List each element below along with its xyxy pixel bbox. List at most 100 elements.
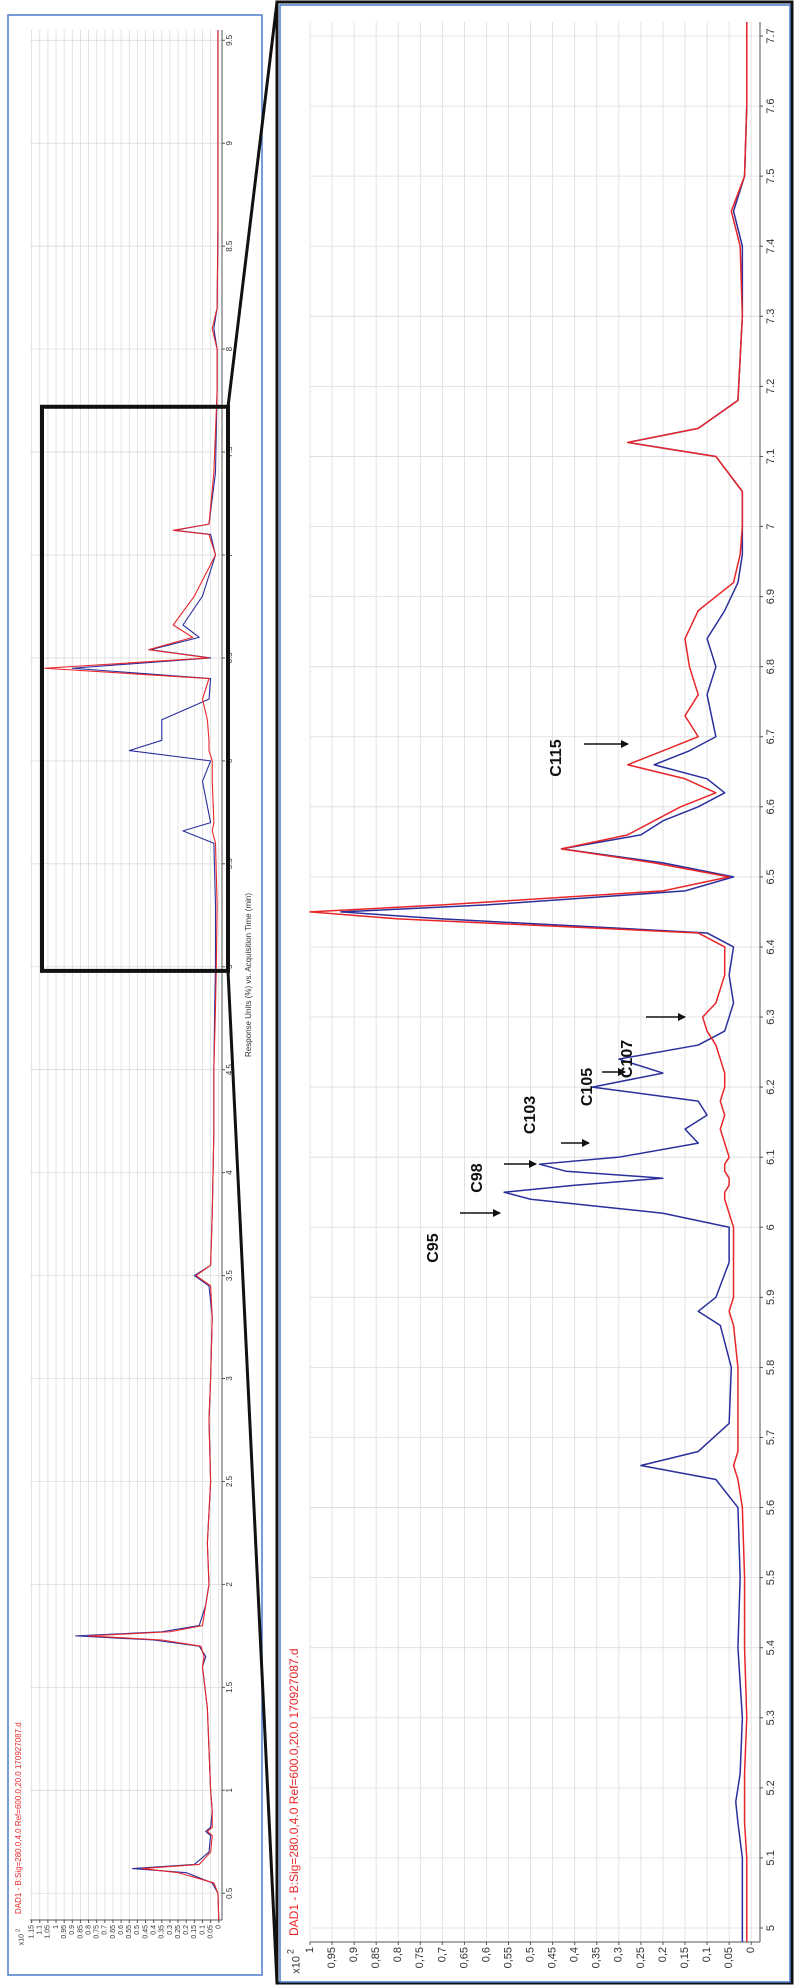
x-tick-label: 4.5	[225, 1064, 234, 1076]
x-tick-label: 5.6	[765, 1500, 777, 1515]
y-tick-label: 0,2	[657, 1947, 669, 1962]
connector	[226, 970, 279, 1984]
chart-title: DAD1 - B:Sig=280.0,4.0 Ref=600.0,20.0 17…	[287, 1648, 301, 1936]
x-tick-label: 6.9	[765, 589, 777, 604]
y-tick-label: 0.7	[102, 1925, 109, 1935]
x-tick-label: 2.5	[225, 1475, 234, 1487]
y-tick-label: 0,7	[436, 1947, 448, 1962]
x-tick-label: 6.3	[765, 1009, 777, 1024]
y-tick-label: 0.9	[69, 1925, 76, 1935]
y-tick-label: 0,55	[502, 1947, 514, 1968]
y-tick-label: 1	[53, 1925, 60, 1929]
y-tick-label: 0.65	[110, 1925, 117, 1939]
y-tick-label: 0	[745, 1947, 757, 1953]
y-tick-label: 0.4	[151, 1925, 158, 1935]
x-tick-label: 6.1	[765, 1150, 777, 1165]
annotation: C95	[425, 1233, 442, 1262]
y-tick-label: 0.45	[142, 1925, 149, 1939]
x-tick-label: 7.5	[765, 169, 777, 184]
y-tick-label: 0,65	[458, 1947, 470, 1968]
x-tick-label: 5.5	[765, 1570, 777, 1585]
chart-title: DAD1 - B:Sig=280.0,4.0 Ref=600.0,20.0 17…	[14, 1722, 23, 1914]
x-tick-label: 7.7	[765, 28, 777, 43]
annotation: C105	[579, 1068, 596, 1106]
x-tick-label: 6.2	[765, 1079, 777, 1094]
y-tick-label: 1.15	[28, 1925, 35, 1939]
y-tick-label: 0.55	[126, 1925, 133, 1939]
y-tick-label: 1	[304, 1947, 316, 1953]
y-tick-label: 0,8	[392, 1947, 404, 1962]
x-tick-label: 5.1	[765, 1850, 777, 1865]
y-tick-label: 0,95	[326, 1947, 338, 1968]
x-tick-label: 2	[225, 1582, 234, 1587]
x-tick-label: 8.5	[225, 240, 234, 252]
x-tick-label: 9.5	[225, 34, 234, 46]
y-tick-label: 0.35	[159, 1925, 166, 1939]
x-tick-label: 5	[765, 1925, 777, 1931]
y-tick-label: 0,45	[547, 1947, 559, 1968]
y-tick-label: 1.05	[45, 1925, 52, 1939]
y-tick-label: 0.25	[175, 1925, 182, 1939]
y-tick-label: 0,4	[569, 1947, 581, 1962]
y-tick-label: 0,05	[723, 1947, 735, 1968]
plot-frame	[279, 4, 791, 1983]
x-tick-label: 6.4	[765, 939, 777, 954]
y-tick-label: 0,3	[613, 1947, 625, 1962]
y-tick-label: 0,1	[701, 1947, 713, 1962]
trace	[309, 22, 748, 1942]
x-tick-label: 7.4	[765, 239, 777, 254]
x-axis-label: Response Units (%) vs. Acquisition Time …	[244, 893, 253, 1057]
connector	[226, 1, 279, 407]
x-tick-label: 5.2	[765, 1780, 777, 1795]
y-tick-label: 0.5	[134, 1925, 141, 1935]
y-tick-label: 0.85	[77, 1925, 84, 1939]
x-tick-label: 7.6	[765, 98, 777, 113]
y-scale-exponent: 2	[286, 1949, 296, 1954]
y-scale-exponent: 2	[16, 1929, 22, 1932]
y-tick-label: 0.3	[167, 1925, 174, 1935]
y-tick-label: 1.1	[37, 1925, 44, 1935]
x-tick-label: 4	[225, 1170, 234, 1175]
annotation: C107	[619, 1040, 636, 1078]
x-tick-label: 7.1	[765, 449, 777, 464]
y-tick-label: 0,25	[635, 1947, 647, 1968]
y-tick-label: 0,75	[414, 1947, 426, 1968]
x-tick-label: 5.9	[765, 1290, 777, 1305]
y-tick-label: 0,9	[348, 1947, 360, 1962]
y-tick-label: 0.2	[183, 1925, 190, 1935]
annotation: C98	[469, 1163, 486, 1192]
x-tick-label: 6.5	[765, 869, 777, 884]
annotation: C115	[548, 739, 565, 776]
zoom-frame	[275, 0, 794, 1985]
annotation: C103	[522, 1096, 539, 1134]
y-tick-label: 0.8	[85, 1925, 92, 1935]
y-tick-label: 0	[216, 1925, 223, 1929]
x-tick-label: 7.2	[765, 379, 777, 394]
y-tick-label: 0,85	[370, 1947, 382, 1968]
y-tick-label: 0.95	[61, 1925, 68, 1939]
y-tick-label: 0.05	[207, 1925, 214, 1939]
plot-frame	[7, 14, 263, 1976]
trace	[340, 22, 748, 1942]
y-tick-label: 0.1	[199, 1925, 206, 1935]
x-tick-label: 0.5	[225, 1887, 234, 1899]
x-tick-label: 7	[765, 523, 777, 529]
y-tick-label: 0.15	[191, 1925, 198, 1939]
x-tick-label: 7.3	[765, 309, 777, 324]
x-tick-label: 3.5	[225, 1269, 234, 1281]
chart: 00.050.10.150.20.250.30.350.40.450.50.55…	[7, 14, 263, 1976]
x-tick-label: 8	[225, 346, 234, 351]
x-tick-label: 5.7	[765, 1430, 777, 1445]
y-scale-base: x10	[18, 1934, 25, 1945]
zoom-window	[40, 404, 230, 973]
y-tick-label: 0.6	[118, 1925, 125, 1935]
x-tick-label: 5.4	[765, 1640, 777, 1655]
x-tick-label: 1	[225, 1788, 234, 1793]
chart: 0 0,05 0,1 0,15 0,2 0,25 0,3 0,35 0,4 0,45 0,5 0,55…	[279, 4, 791, 1983]
x-tick-label: 3	[225, 1376, 234, 1381]
x-tick-label: 5.3	[765, 1710, 777, 1725]
x-tick-label: 6.6	[765, 799, 777, 814]
x-tick-label: 6.8	[765, 659, 777, 674]
y-tick-label: 0,5	[524, 1947, 536, 1962]
